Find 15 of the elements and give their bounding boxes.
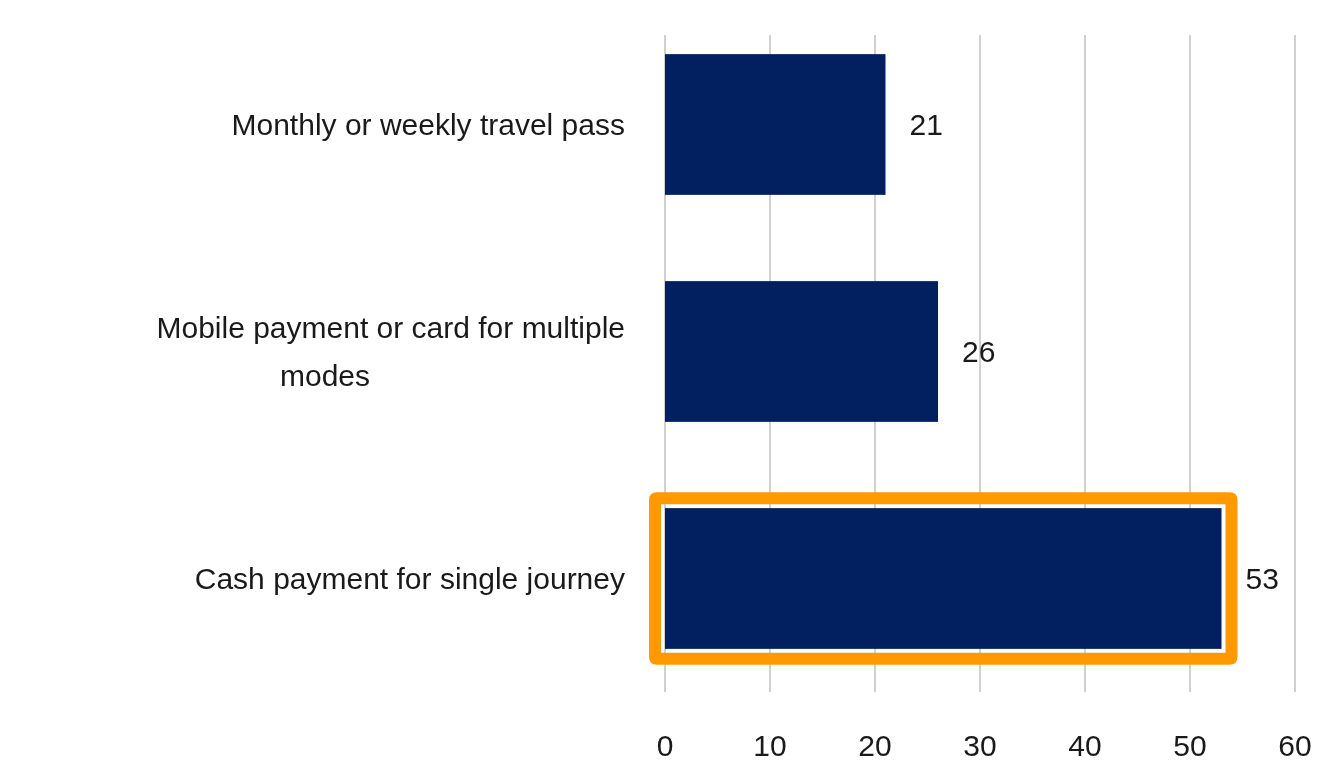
x-tick-label: 30	[963, 729, 997, 762]
y-tick-label: Monthly or weekly travel pass	[231, 107, 625, 141]
x-tick-label: 20	[858, 729, 892, 762]
bar	[665, 54, 886, 195]
x-tick-label: 10	[753, 729, 787, 762]
x-tick-label: 40	[1068, 729, 1102, 762]
x-tick-label: 60	[1278, 729, 1312, 762]
bar	[665, 281, 938, 422]
y-tick-label: Cash payment for single journey	[194, 561, 625, 595]
x-tick-label: 0	[656, 729, 674, 762]
x-tick-label: 50	[1173, 729, 1207, 762]
data-label: 53	[1245, 561, 1279, 595]
y-tick-label: Mobile payment or card for multiple modes	[156, 310, 625, 392]
data-label: 21	[909, 107, 943, 141]
data-label: 26	[962, 334, 996, 368]
